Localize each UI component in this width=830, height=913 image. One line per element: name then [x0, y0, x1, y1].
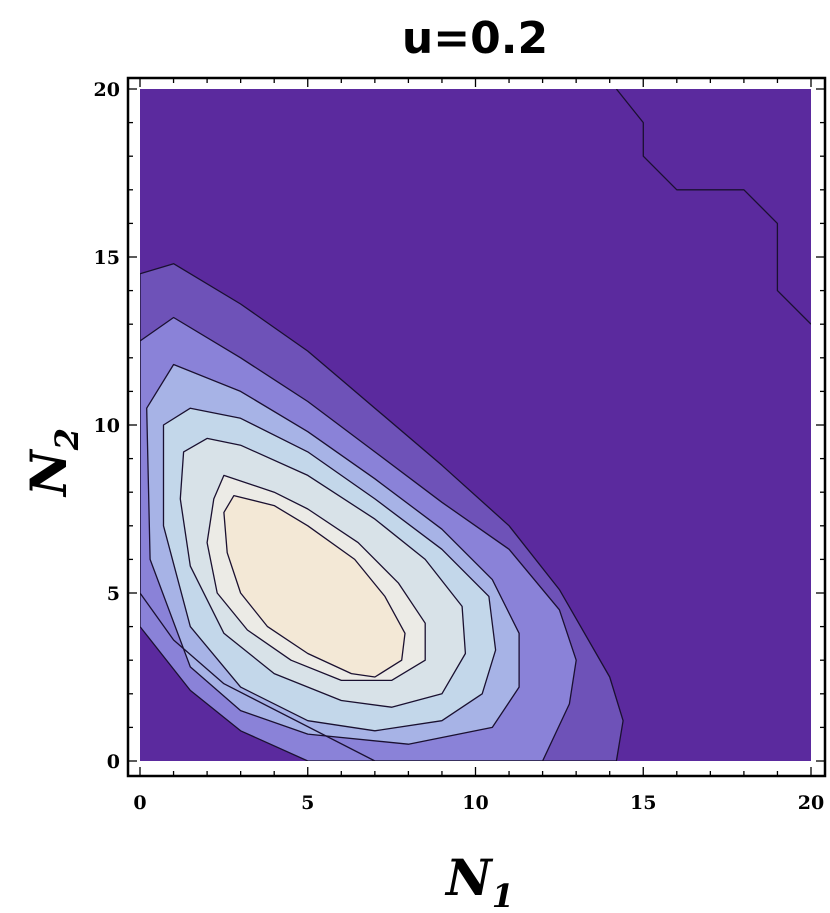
chart-title: u=0.2: [402, 13, 548, 64]
x-axis-label-subscript: 1: [492, 877, 514, 913]
contour-regions: [140, 263, 624, 761]
y-tick-label: 0: [107, 751, 120, 773]
y-tick-label: 10: [94, 415, 120, 437]
x-axis-tick-labels: 0 5 10 15 20: [133, 792, 824, 814]
contour-line-6: [206, 474, 426, 682]
x-axis-label-main: N: [444, 848, 494, 907]
x-tick-label: 5: [301, 792, 314, 814]
contour-line-5: [179, 437, 467, 708]
contour-line-3: [146, 363, 520, 745]
contour-region-7: [223, 495, 405, 677]
contour-line-1: [140, 263, 624, 761]
y-axis-tick-labels: 0 5 10 15 20: [94, 79, 120, 773]
y-axis-label-subscript: 2: [48, 428, 86, 451]
y-tick-label: 5: [107, 583, 120, 605]
x-tick-label: 10: [462, 792, 488, 814]
y-tick-label: 15: [94, 247, 120, 269]
contour-line-7: [223, 494, 406, 678]
contour-lines: [140, 89, 811, 761]
x-tick-label: 20: [798, 792, 824, 814]
y-tick-label: 20: [94, 79, 120, 101]
x-axis-label: N1: [444, 848, 514, 913]
x-tick-label: 15: [630, 792, 656, 814]
corner-contour-line: [615, 89, 811, 325]
axis-ticks: [128, 78, 825, 776]
x-tick-label: 0: [133, 792, 146, 814]
plot-frame: [126, 76, 827, 778]
y-axis-label-main: N: [19, 448, 78, 498]
y-axis-label: N2: [19, 428, 86, 498]
contour-line-4: [162, 407, 497, 732]
contour-line-2: [140, 316, 577, 761]
